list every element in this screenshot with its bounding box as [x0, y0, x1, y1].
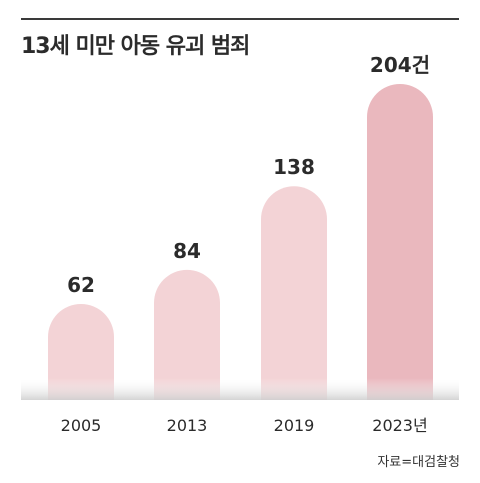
value-label: 84 [173, 239, 201, 263]
bar-2013 [154, 269, 220, 400]
value-label: 138 [273, 155, 315, 179]
category-label: 2023년 [372, 416, 427, 435]
category-label: 2019 [274, 416, 315, 435]
bar-2023년 [367, 84, 433, 400]
baseline-shadow [21, 378, 459, 400]
chart-title: 13세 미만 아동 유괴 범죄 [21, 34, 250, 59]
category-label: 2013 [167, 416, 208, 435]
value-label: 62 [67, 273, 95, 297]
top-rule [21, 18, 459, 20]
category-label: 2005 [61, 416, 102, 435]
value-label: 204건 [370, 53, 430, 77]
source-note: 자료=대검찰청 [377, 455, 460, 470]
bar-2019 [261, 186, 327, 400]
bar-2005 [48, 303, 114, 400]
